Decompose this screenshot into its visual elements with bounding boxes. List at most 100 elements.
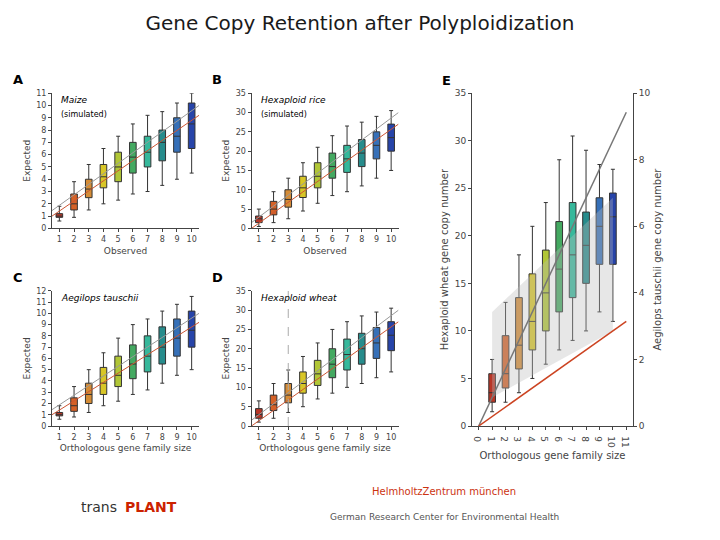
svg-text:1: 1	[57, 433, 62, 442]
svg-text:0: 0	[460, 421, 466, 431]
svg-text:Orthologous gene family size: Orthologous gene family size	[479, 450, 625, 461]
svg-text:6: 6	[330, 235, 335, 244]
svg-text:9: 9	[374, 433, 379, 442]
svg-text:5: 5	[315, 433, 320, 442]
svg-text:35: 35	[455, 88, 466, 98]
svg-text:5: 5	[539, 436, 549, 442]
svg-text:PLANT: PLANT	[125, 499, 177, 515]
svg-text:15: 15	[236, 166, 246, 175]
svg-text:3: 3	[286, 433, 291, 442]
svg-text:0: 0	[41, 224, 46, 233]
svg-text:11: 11	[36, 298, 46, 307]
svg-text:B: B	[212, 72, 222, 87]
svg-text:5: 5	[241, 205, 246, 214]
svg-text:9: 9	[593, 436, 603, 442]
svg-text:7: 7	[566, 436, 576, 442]
svg-text:4: 4	[101, 433, 106, 442]
svg-text:7: 7	[345, 433, 350, 442]
svg-text:10: 10	[455, 326, 467, 336]
svg-text:5: 5	[460, 374, 466, 384]
svg-text:Gene Copy Retention after Poly: Gene Copy Retention after Polyploidizati…	[145, 11, 574, 35]
svg-text:8: 8	[160, 235, 165, 244]
svg-text:1: 1	[256, 235, 261, 244]
svg-text:4: 4	[300, 235, 305, 244]
svg-text:Expected: Expected	[221, 337, 231, 379]
svg-text:3: 3	[86, 433, 91, 442]
svg-text:D: D	[212, 270, 223, 285]
svg-text:E: E	[442, 73, 451, 88]
svg-text:8: 8	[359, 235, 364, 244]
svg-text:9: 9	[174, 235, 179, 244]
svg-text:20: 20	[455, 231, 467, 241]
svg-text:10: 10	[187, 433, 197, 442]
svg-text:10: 10	[236, 186, 246, 195]
svg-text:C: C	[13, 270, 23, 285]
svg-text:1: 1	[41, 212, 46, 221]
svg-text:Orthologous gene family size: Orthologous gene family size	[259, 443, 391, 453]
svg-text:Hexaploid wheat: Hexaploid wheat	[261, 293, 337, 303]
svg-text:2: 2	[639, 355, 645, 365]
svg-text:5: 5	[241, 402, 246, 411]
svg-text:2: 2	[271, 235, 276, 244]
svg-text:A: A	[13, 72, 23, 87]
svg-text:10: 10	[187, 235, 197, 244]
svg-text:Hexaploid wheat gene copy numb: Hexaploid wheat gene copy number	[439, 168, 450, 350]
svg-text:7: 7	[41, 138, 46, 147]
svg-text:25: 25	[455, 183, 466, 193]
svg-text:8: 8	[160, 433, 165, 442]
svg-text:(simulated): (simulated)	[61, 110, 107, 119]
svg-text:Expected: Expected	[22, 140, 32, 182]
svg-text:4: 4	[639, 288, 645, 298]
svg-text:3: 3	[86, 235, 91, 244]
svg-text:7: 7	[145, 235, 150, 244]
svg-text:8: 8	[41, 126, 46, 135]
svg-text:3: 3	[41, 187, 46, 196]
svg-text:10: 10	[386, 235, 396, 244]
svg-text:1: 1	[57, 235, 62, 244]
svg-text:8: 8	[359, 433, 364, 442]
svg-text:trans: trans	[81, 499, 117, 515]
svg-text:3: 3	[41, 388, 46, 397]
svg-text:30: 30	[455, 136, 467, 146]
svg-text:3: 3	[512, 436, 522, 442]
svg-text:7: 7	[345, 235, 350, 244]
svg-text:6: 6	[41, 354, 46, 363]
svg-text:German Research Center for Env: German Research Center for Environmental…	[330, 512, 559, 522]
svg-text:6: 6	[130, 433, 135, 442]
svg-text:Expected: Expected	[22, 337, 32, 379]
svg-text:25: 25	[236, 325, 246, 334]
svg-text:Observed: Observed	[303, 246, 346, 256]
svg-text:2: 2	[271, 433, 276, 442]
svg-text:3: 3	[286, 235, 291, 244]
svg-text:30: 30	[236, 306, 246, 315]
svg-text:6: 6	[553, 436, 563, 442]
svg-text:0: 0	[241, 224, 246, 233]
svg-text:Hexaploid rice: Hexaploid rice	[261, 95, 326, 105]
svg-text:Aegilops tauschii: Aegilops tauschii	[61, 293, 139, 303]
svg-text:Aegilops tauschii gene copy nu: Aegilops tauschii gene copy number	[652, 168, 663, 351]
svg-text:10: 10	[36, 309, 46, 318]
svg-text:6: 6	[41, 150, 46, 159]
svg-text:30: 30	[236, 108, 246, 117]
svg-text:1: 1	[486, 436, 496, 442]
svg-text:HelmholtzZentrum münchen: HelmholtzZentrum münchen	[372, 486, 516, 497]
svg-text:Maize: Maize	[61, 95, 88, 105]
svg-text:10: 10	[36, 101, 46, 110]
svg-text:(simulated): (simulated)	[261, 110, 307, 119]
svg-text:20: 20	[236, 147, 246, 156]
svg-text:Expected: Expected	[221, 140, 231, 182]
svg-text:12: 12	[36, 287, 46, 296]
svg-text:2: 2	[72, 235, 77, 244]
svg-text:7: 7	[145, 433, 150, 442]
svg-text:15: 15	[455, 279, 466, 289]
svg-text:10: 10	[639, 88, 651, 98]
svg-text:25: 25	[236, 128, 246, 137]
svg-text:2: 2	[499, 436, 509, 442]
svg-text:2: 2	[41, 200, 46, 209]
svg-text:8: 8	[580, 436, 590, 442]
svg-text:2: 2	[72, 433, 77, 442]
svg-text:4: 4	[41, 175, 46, 184]
svg-text:0: 0	[639, 421, 645, 431]
svg-text:9: 9	[41, 114, 46, 123]
svg-text:10: 10	[606, 436, 616, 448]
